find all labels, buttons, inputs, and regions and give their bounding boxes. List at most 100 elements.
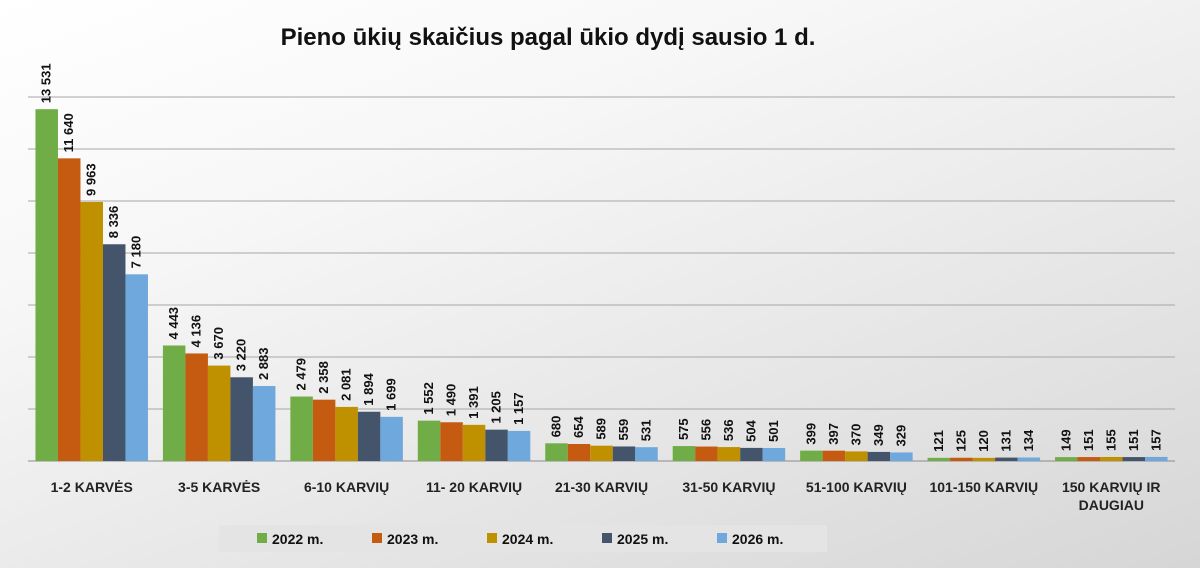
data-label: 120 — [976, 430, 991, 452]
category-label: 51-100 KARVIŲ — [806, 479, 907, 495]
data-label: 149 — [1058, 429, 1073, 451]
bar — [1055, 457, 1078, 461]
data-label: 536 — [721, 419, 736, 441]
category-label: 150 KARVIŲ IR DAUGIAU — [1062, 479, 1161, 513]
data-label: 1 205 — [489, 391, 504, 424]
data-label: 531 — [639, 419, 654, 441]
data-label: 1 391 — [466, 386, 481, 419]
bar — [417, 420, 441, 461]
data-label: 329 — [893, 425, 908, 447]
category-label: 3-5 KARVĖS — [178, 479, 260, 495]
bar — [762, 447, 786, 461]
bar — [357, 411, 381, 461]
bar — [485, 429, 508, 461]
data-label: 3 220 — [234, 339, 249, 372]
legend-label: 2025 m. — [617, 531, 668, 547]
data-label: 121 — [931, 430, 946, 452]
data-label: 134 — [1021, 429, 1036, 451]
data-label: 3 670 — [211, 327, 226, 360]
data-label: 7 180 — [129, 236, 144, 269]
data-label: 2 081 — [339, 368, 354, 401]
data-label: 397 — [826, 423, 841, 445]
bar — [1017, 457, 1041, 461]
data-label: 575 — [676, 418, 691, 440]
bar — [822, 450, 846, 461]
data-label: 8 336 — [106, 206, 121, 239]
bar — [950, 457, 973, 461]
bar — [207, 365, 231, 461]
bar — [185, 353, 208, 461]
data-label: 2 479 — [294, 358, 309, 391]
data-label: 1 699 — [384, 378, 399, 411]
data-label: 1 490 — [444, 384, 459, 417]
bar — [462, 424, 486, 461]
bar — [845, 451, 868, 461]
bar — [867, 451, 891, 461]
category-label: 1-2 KARVĖS — [51, 479, 133, 495]
data-label: 4 443 — [166, 307, 181, 340]
category-label: 11- 20 KARVIŲ — [426, 479, 522, 495]
data-label: 1 157 — [511, 392, 526, 425]
data-label: 399 — [803, 423, 818, 445]
chart-title: Pieno ūkių skaičius pagal ūkio dydį saus… — [281, 24, 816, 51]
legend-label: 2023 m. — [387, 531, 438, 547]
bar — [545, 443, 568, 461]
bar — [800, 450, 823, 461]
bar — [890, 452, 913, 461]
bar — [1077, 457, 1101, 461]
bar — [380, 416, 403, 461]
data-label: 2 358 — [316, 361, 331, 394]
bar — [290, 396, 313, 461]
bar — [312, 399, 336, 461]
data-label: 589 — [594, 418, 609, 440]
bar — [995, 457, 1018, 461]
bar — [162, 345, 186, 461]
bar — [35, 109, 58, 461]
data-label: 501 — [766, 420, 781, 442]
bar — [1122, 457, 1146, 461]
bar — [740, 447, 763, 461]
category-label: 21-30 KARVIŲ — [555, 479, 648, 495]
bar — [335, 406, 358, 461]
gridlines — [28, 96, 1175, 462]
legend-swatch — [487, 533, 497, 543]
category-label: 101-150 KARVIŲ — [929, 479, 1038, 495]
legend-label: 2026 m. — [732, 531, 783, 547]
data-label: 4 136 — [189, 315, 204, 348]
bar — [635, 447, 658, 461]
bar — [972, 457, 996, 461]
data-labels: 13 531 4 443 2 479 1 552 680 575 399 121 149 11 6… — [39, 63, 1164, 451]
bar — [612, 446, 636, 461]
category-axis-labels: 1-2 KARVĖS 3-5 KARVĖS 6-10 KARVIŲ 11- 20 KA… — [51, 479, 1161, 513]
bar — [567, 443, 591, 461]
bar — [440, 422, 463, 461]
data-label: 680 — [549, 416, 564, 438]
data-label: 559 — [616, 419, 631, 441]
category-label: 6-10 KARVIŲ — [304, 479, 389, 495]
bar — [927, 457, 951, 461]
legend-swatch — [257, 533, 267, 543]
data-label: 349 — [871, 424, 886, 446]
legend-label: 2022 m. — [272, 531, 323, 547]
data-label: 151 — [1126, 429, 1141, 451]
bar — [1145, 456, 1168, 461]
bar — [507, 430, 531, 461]
bar — [1100, 456, 1123, 461]
data-label: 504 — [743, 419, 758, 441]
legend: 2022 m. 2023 m. 2024 m. 2025 m. 2026 m. — [219, 525, 827, 552]
data-label: 1 894 — [361, 372, 376, 405]
data-label: 13 531 — [39, 63, 54, 103]
legend-swatch — [717, 533, 727, 543]
bar — [252, 386, 276, 461]
data-label: 155 — [1103, 429, 1118, 451]
bar — [717, 447, 741, 461]
data-label: 151 — [1081, 429, 1096, 451]
data-label: 125 — [953, 430, 968, 452]
bar-series — [35, 109, 1168, 462]
bar — [102, 244, 126, 461]
bar — [590, 445, 613, 461]
data-label: 11 640 — [61, 113, 76, 152]
data-label: 157 — [1148, 429, 1163, 451]
